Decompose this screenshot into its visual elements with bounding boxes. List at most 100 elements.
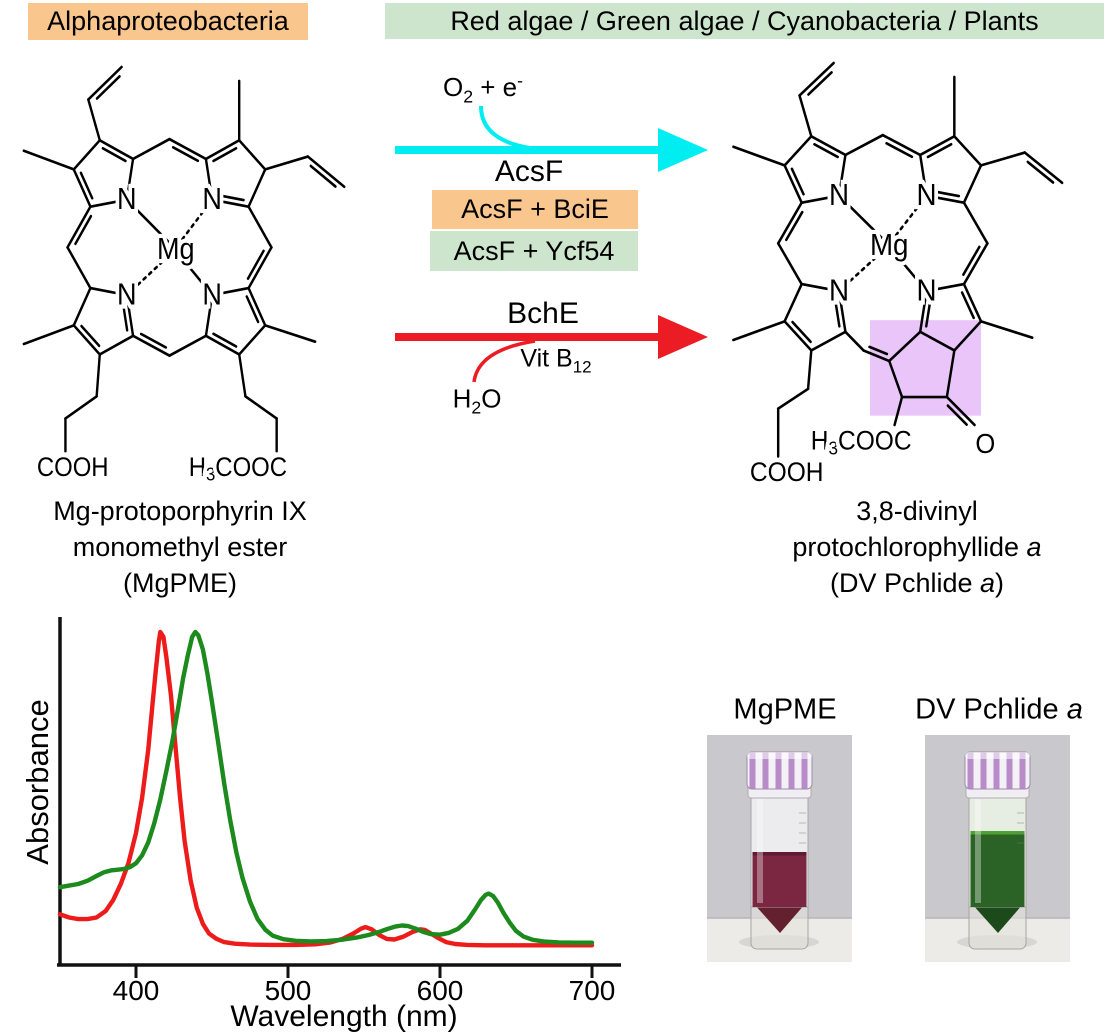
h2o-branch-curve — [472, 339, 536, 383]
bond — [204, 138, 241, 161]
bond — [953, 134, 983, 167]
photo-label-mgpme: MgPME — [733, 694, 836, 727]
mgpme-name: Mg-protoporphyrin IX monomethyl ester (M… — [10, 493, 350, 601]
oxygen-electron-label: O2 + e- — [443, 71, 523, 108]
bond — [210, 286, 250, 297]
bond — [72, 168, 92, 208]
dv-name-line3-post: ) — [995, 568, 1005, 598]
bond — [238, 324, 267, 356]
acsf-bcie-box: AcsF + BciE — [432, 190, 638, 229]
x-axis-label: Wavelength (nm) — [230, 1000, 457, 1034]
cap-top-highlight — [965, 752, 1030, 759]
bond — [918, 153, 928, 197]
bond — [925, 282, 966, 293]
bond — [785, 210, 804, 242]
bond — [798, 94, 813, 138]
bond — [945, 395, 976, 427]
methyl-ester-label: H3COOC — [811, 427, 912, 459]
mgpme-name-line2: monomethyl ester — [72, 532, 288, 562]
bond — [244, 395, 278, 420]
bond — [783, 282, 803, 323]
n-atom: N — [202, 278, 222, 312]
bond — [962, 282, 983, 323]
bond — [89, 286, 129, 297]
bond — [246, 249, 265, 280]
vitb-sub: 12 — [572, 357, 592, 377]
bond — [783, 164, 803, 204]
bond — [887, 330, 922, 363]
reaction-arrows — [395, 105, 708, 383]
liquid-surface — [752, 852, 807, 856]
bond — [868, 345, 889, 356]
acsf-enzyme-label: AcsF — [495, 155, 563, 189]
dv-name-line2: protochlorophyllide a — [727, 529, 1105, 565]
o2-sub: 2 — [463, 86, 474, 107]
tube-liquid — [970, 831, 1025, 907]
bond — [732, 320, 786, 342]
bond — [918, 330, 956, 352]
bond — [309, 164, 337, 188]
acsf-text: AcsF — [494, 155, 564, 188]
bond — [979, 320, 1034, 340]
bond — [806, 349, 813, 391]
dv-name-line3-pre: (DV Pchlide — [829, 568, 981, 598]
bond — [80, 324, 101, 348]
bond — [790, 167, 805, 196]
bond — [1026, 160, 1055, 184]
photo-label-dv-pre: DV Pchlide — [915, 693, 1067, 726]
bond — [204, 334, 241, 356]
bond — [813, 142, 839, 159]
bond — [807, 71, 833, 96]
n-atom: N — [202, 183, 222, 217]
bond — [979, 151, 1027, 167]
bond — [837, 289, 847, 334]
bond — [72, 324, 101, 356]
dv-name-line3: (DV Pchlide a) — [727, 565, 1105, 601]
dv-pchlide-name: 3,8-divinyl protochlorophyllide a (DV Pc… — [727, 493, 1105, 601]
wavelength-text: Wavelength (nm) — [230, 1000, 458, 1033]
bond — [264, 324, 317, 344]
glass-highlight — [757, 799, 763, 903]
x-tick-label: 700 — [569, 975, 616, 1006]
bond — [732, 145, 786, 167]
bond — [131, 334, 171, 357]
alphaproteobacteria-label: Alphaproteobacteria — [28, 3, 308, 40]
bond — [168, 137, 208, 161]
y-axis-label: Absorbance — [20, 699, 56, 864]
mg-atom: Mg — [870, 229, 909, 262]
bond — [918, 289, 928, 334]
bond — [210, 198, 250, 208]
methyl-ester-label: H3COOC — [189, 453, 287, 485]
mgpme-name-line1: Mg-protoporphyrin IX — [53, 496, 307, 526]
bche-text: BchE — [507, 297, 579, 330]
n-atom: N — [117, 183, 137, 217]
e-sup: - — [517, 70, 524, 91]
dv-name-line3-italic: a — [980, 568, 996, 598]
bond — [212, 332, 238, 348]
absorbance-spectrum-chart: 400 500 600 700 — [57, 617, 621, 1006]
n-atom: N — [829, 179, 849, 212]
dv-name-line1: 3,8-divinyl — [856, 496, 978, 526]
bond — [783, 320, 813, 352]
bond — [306, 155, 346, 189]
acsf-bcie-text: AcsF + BciE — [461, 194, 609, 224]
bond — [837, 247, 887, 293]
bond — [962, 201, 989, 245]
bche-arrow-head — [658, 315, 708, 359]
bond — [72, 138, 101, 171]
bond — [783, 134, 813, 167]
bond — [887, 359, 904, 399]
bond — [844, 330, 865, 352]
absorbance-text: Absorbance — [20, 699, 55, 865]
mgpme-name-line3: (MgPME) — [123, 568, 237, 598]
bond — [64, 395, 98, 420]
bond — [177, 253, 214, 297]
photo-mgpme-tube — [707, 735, 852, 962]
bond — [204, 293, 214, 338]
liquid-surface — [970, 831, 1025, 835]
photo-label-mgpme-text: MgPME — [733, 693, 837, 726]
acsf-ycf54-box: AcsF + Ycf54 — [430, 231, 638, 271]
